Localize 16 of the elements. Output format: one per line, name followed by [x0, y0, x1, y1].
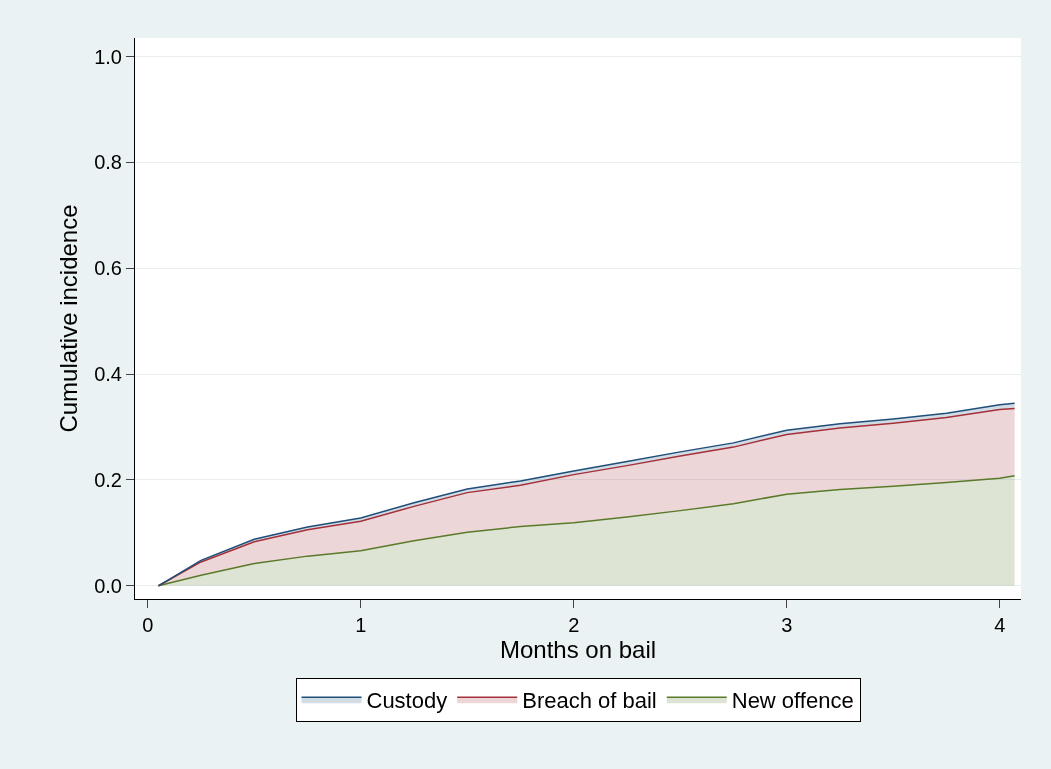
x-tick-label: 0	[142, 614, 154, 636]
y-tick-label: 0.2	[94, 468, 122, 491]
x-axis-title: Months on bail	[499, 636, 657, 663]
x-tick-label: 3	[781, 614, 793, 636]
y-tick-label: 1.0	[94, 45, 122, 68]
x-tick-label: 4	[994, 614, 1006, 636]
y-tick-label: 0.8	[94, 151, 122, 174]
y-tick-label: 0.4	[94, 363, 122, 386]
y-tick-label: 0.0	[94, 574, 122, 597]
y-axis-title: Cumulative incidence	[55, 204, 82, 433]
x-tick-label: 1	[355, 614, 367, 636]
legend-label: Breach of bail	[522, 687, 657, 713]
legend-label: Custody	[366, 687, 448, 713]
x-tick-label: 2	[568, 614, 580, 636]
y-tick-label: 0.6	[94, 257, 122, 280]
legend-label: New offence	[731, 687, 854, 713]
